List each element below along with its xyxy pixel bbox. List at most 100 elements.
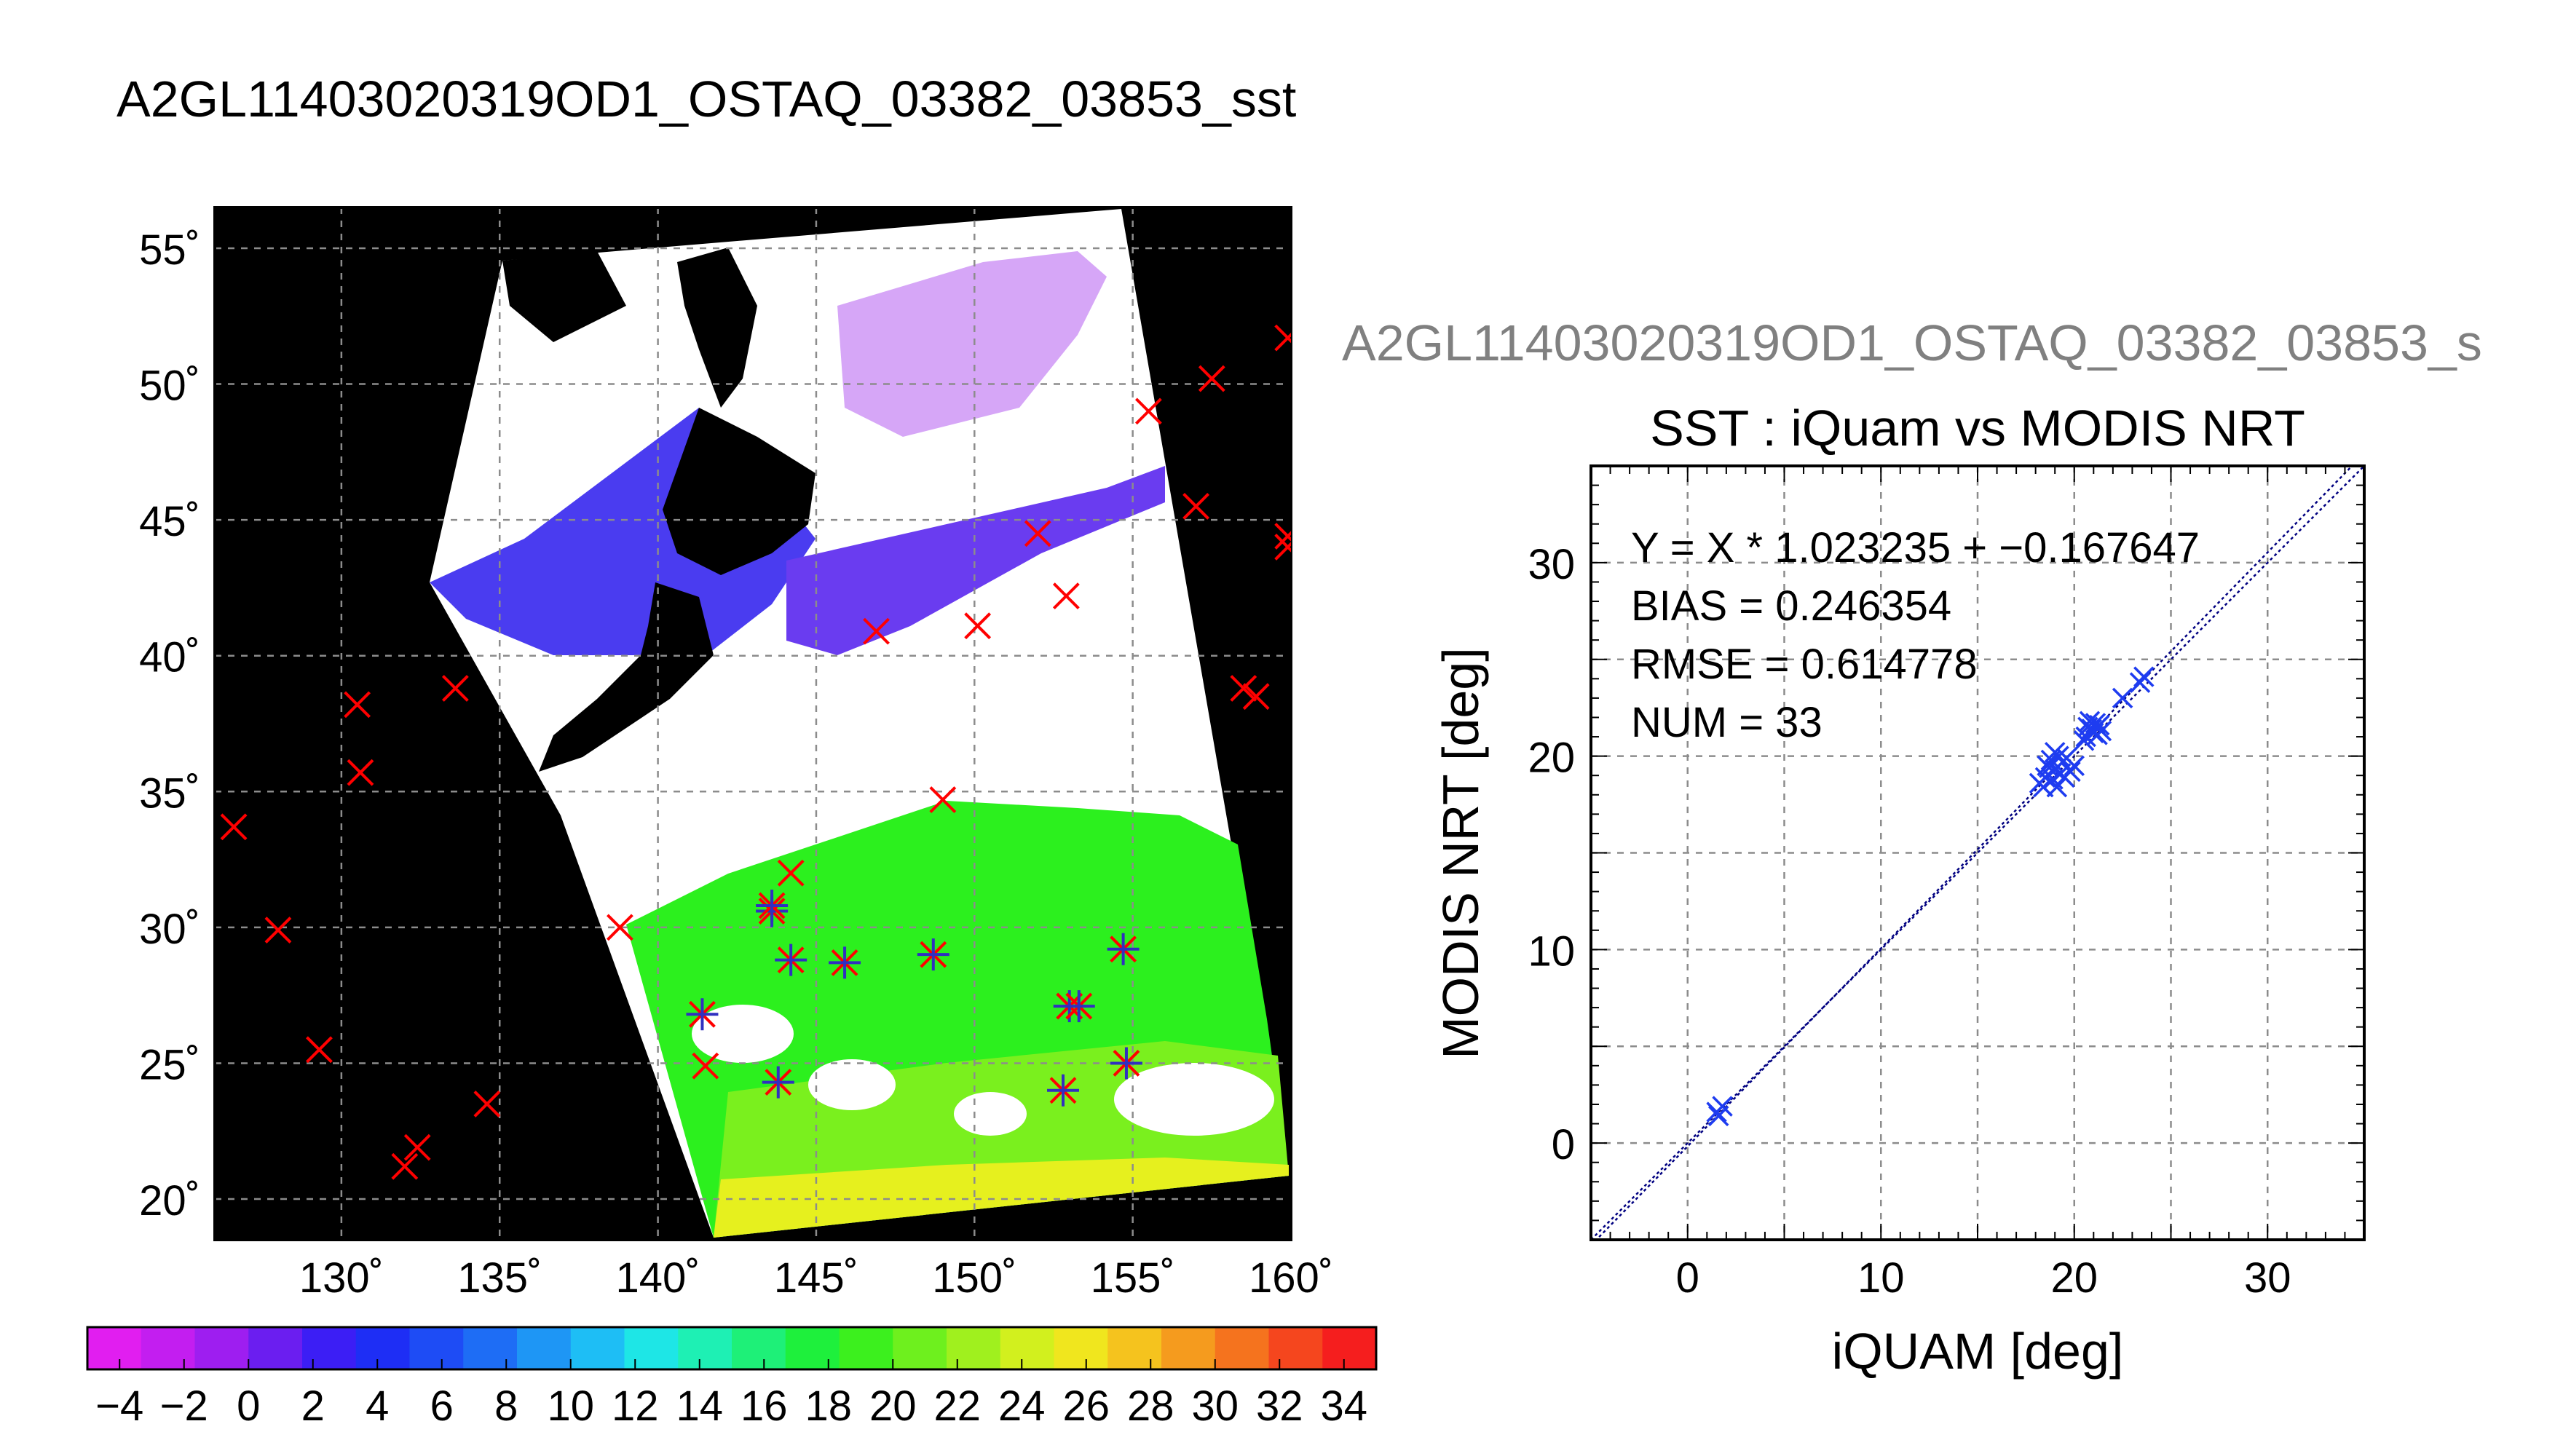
colorbar-label: 32 [1256,1382,1303,1430]
scatter-point [2033,776,2054,798]
land-honshu [539,582,714,772]
latitude-label: 35˚ [139,769,200,817]
cloud-patch [808,1059,896,1110]
buoy-marker [929,786,957,813]
sst-colorbar: −4 −2 0 2 4 6 8 10 12 14 16 18 20 22 24 26 28 30 32 34 [86,1326,1378,1430]
buoy-marker [1274,534,1291,561]
y-tick-label: 10 [1528,927,1575,975]
scatter-point [2077,716,2098,737]
longitude-label: 135˚ [457,1254,542,1302]
colorbar-label: 6 [430,1382,454,1430]
buoy-marker [220,813,248,841]
buoy-marker [347,759,374,786]
cloud-patch [954,1092,1027,1136]
y-axis-label: MODIS NRT [deg] [1432,647,1489,1059]
latitude-label: 50˚ [139,363,200,410]
colorbar-swatch [1107,1327,1162,1369]
scatter-ticks: 0 10 20 30 0 10 20 30 [1528,465,2365,1302]
buoy-marker [1274,523,1291,550]
colorbar-swatch [463,1327,518,1369]
stats-line: Y = X * 1.023235 + −0.167647 [1631,524,2200,571]
latitude-label: 25˚ [139,1041,200,1088]
scatter-file-header: A2GL11403020319OD1_OSTAQ_03382_03853_s [1342,314,2482,371]
colorbar-swatch [1322,1327,1377,1369]
cloud-patch [692,1005,794,1063]
scatter-stats: Y = X * 1.023235 + −0.167647 BIAS = 0.246… [1631,524,2200,746]
scatter-point [2054,767,2075,788]
x-tick-label: 10 [1857,1254,1905,1302]
colorbar-label: 16 [741,1382,788,1430]
colorbar-label: 20 [869,1382,917,1430]
x-tick-label: 0 [1676,1254,1699,1302]
colorbar-swatch [1054,1327,1108,1369]
colorbar-swatch [194,1327,249,1369]
buoy-marker [777,859,805,887]
colorbar-swatch [355,1327,410,1369]
sst-map: 55˚ 50˚ 45˚ 40˚ 35˚ 30˚ 25˚ 20˚ 130˚ 135˚ 140˚ 145… [139,206,1333,1302]
colorbar-label: 28 [1127,1382,1174,1430]
colorbar-label: 24 [998,1382,1046,1430]
longitude-label: 145˚ [774,1254,858,1302]
colorbar-swatch [409,1327,464,1369]
matched-buoy-marker [1107,933,1140,965]
colorbar-swatch [947,1327,1001,1369]
colorbar-label: 0 [237,1382,260,1430]
y-tick-label: 0 [1552,1121,1575,1168]
colorbar-label: 18 [805,1382,852,1430]
x-tick-label: 30 [2244,1254,2291,1302]
buoy-marker [441,675,469,702]
scatter-grid [1591,466,2364,1240]
matched-buoy-marker [1047,1074,1080,1107]
buoy-marker [1052,582,1080,610]
x-axis-label: iQUAM [deg] [1832,1323,2124,1380]
matched-buoy-marker [686,998,719,1031]
y-tick-label: 30 [1528,541,1575,588]
colorbar-label: −2 [160,1382,208,1430]
land-mainland [502,251,626,342]
buoy-marker [1274,324,1291,352]
figure-title: A2GL11403020319OD1_OSTAQ_03382_03853_sst [117,71,1296,127]
buoy-marker [473,1091,501,1117]
land-sakhalin [677,248,757,408]
matched-buoy-marker [829,946,861,979]
scatter-points [1706,666,2155,1127]
stats-line: NUM = 33 [1631,699,1823,746]
swath-layer [430,209,1289,1238]
buoy-marker [607,914,633,941]
colorbar-swatch [893,1327,947,1369]
scatter-plot: 0 10 20 30 0 10 20 30 Y = X * 1.023235 + −0.167… [1528,464,2366,1302]
colorbar-label: 14 [676,1382,723,1430]
colorbar-label: −4 [95,1382,143,1430]
matched-buoy-marker [762,1066,794,1099]
scatter-point [2090,720,2112,742]
colorbar-swatch [678,1327,732,1369]
longitude-label: 150˚ [932,1254,1016,1302]
scatter-point [2073,730,2095,751]
land-hokkaido [663,408,816,575]
latitude-label: 40˚ [139,634,200,681]
buoy-marker [863,617,890,645]
colorbar-swatch [302,1327,357,1369]
colorbar-label: 30 [1191,1382,1239,1430]
scatter-point [2133,666,2155,687]
longitude-labels: 130˚ 135˚ 140˚ 145˚ 150˚ 155˚ 160˚ [299,1254,1333,1302]
colorbar-swatch [517,1327,572,1369]
scatter-point [2044,742,2066,763]
colorbar-swatch [1000,1327,1054,1369]
sst-warmest-region [714,1158,1289,1238]
colorbar-label: 22 [933,1382,981,1430]
sst-very-cold-region [837,251,1107,437]
buoy-marker [403,1133,431,1161]
buoy-marker [1198,365,1225,392]
buoy-marker [1242,683,1270,711]
colorbar-label: 34 [1320,1382,1367,1430]
regression-lines [1591,466,2364,1240]
buoy-marker [344,691,371,719]
longitude-label: 160˚ [1249,1254,1333,1302]
colorbar-label: 8 [494,1382,518,1430]
matched-buoy-marker [917,938,949,971]
buoy-marker [964,612,992,640]
buoy-marker [264,917,292,944]
colorbar-swatch [1161,1327,1216,1369]
